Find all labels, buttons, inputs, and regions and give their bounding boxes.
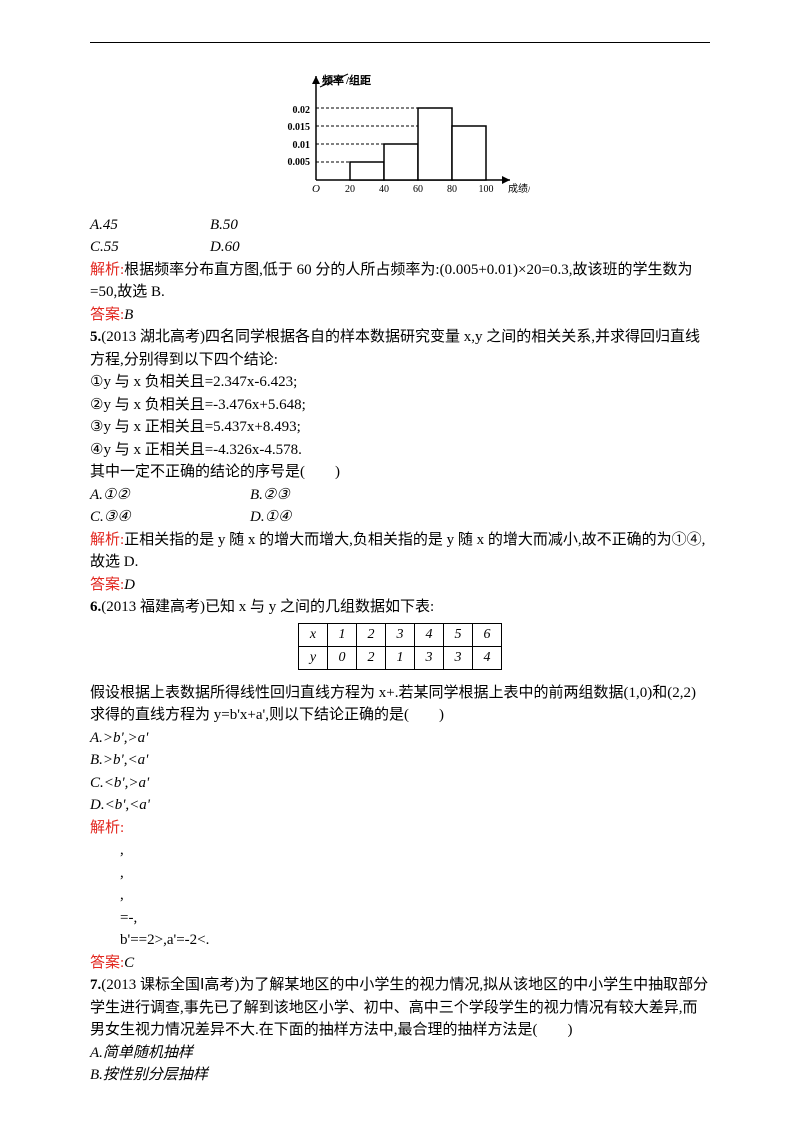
svg-text:0.02: 0.02 — [293, 105, 311, 116]
option-a: A.45 — [90, 214, 210, 237]
option-b: B.按性别分层抽样 — [90, 1064, 710, 1087]
q4-options-row2: C.55 D.60 — [90, 236, 710, 259]
answer-label: 答案: — [90, 307, 124, 323]
q6-para: 假设根据上表数据所得线性回归直线方程为 x+.若某同学根据上表中的前两组数据(1… — [90, 682, 710, 727]
option-c: C.③④ — [90, 506, 250, 529]
svg-text:40: 40 — [379, 184, 389, 195]
q5-l3: ③y 与 x 正相关且=5.437x+8.493; — [90, 416, 710, 439]
answer-value: B — [124, 307, 133, 323]
q5-answer: 答案:D — [90, 574, 710, 597]
analysis-label: 解析: — [90, 262, 124, 278]
option-b: B.50 — [210, 214, 330, 237]
analysis-text: 根据频率分布直方图,低于 60 分的人所占频率为:(0.005+0.01)×20… — [90, 262, 692, 301]
option-b: B.②③ — [250, 484, 290, 507]
analysis-label: 解析: — [90, 817, 710, 840]
top-rule — [90, 42, 710, 43]
q4-analysis: 解析:根据频率分布直方图,低于 60 分的人所占频率为:(0.005+0.01)… — [90, 259, 710, 304]
option-a: A.>b',>a' — [90, 727, 710, 750]
option-c: C.55 — [90, 236, 210, 259]
svg-text:0.015: 0.015 — [288, 122, 311, 133]
answer-value: C — [124, 955, 134, 971]
option-c: C.<b',>a' — [90, 772, 710, 795]
q5-l2: ②y 与 x 负相关且=-3.476x+5.648; — [90, 394, 710, 417]
q5-options-row1: A.①② B.②③ — [90, 484, 710, 507]
q5-options-row2: C.③④ D.①④ — [90, 506, 710, 529]
q7-stem: 7.(2013 课标全国Ⅰ高考)为了解某地区的中小学生的视力情况,拟从该地区的中… — [90, 974, 710, 1042]
option-d: D.60 — [210, 236, 330, 259]
svg-text:100: 100 — [479, 184, 494, 195]
answer-label: 答案: — [90, 955, 124, 971]
svg-text:60: 60 — [413, 184, 423, 195]
svg-text:0.01: 0.01 — [293, 140, 311, 151]
option-d: D.①④ — [250, 506, 291, 529]
analysis-text: 正相关指的是 y 随 x 的增大而增大,负相关指的是 y 随 x 的增大而减小,… — [90, 532, 705, 571]
q6-step: b'==2>,a'=-2<. — [90, 929, 710, 952]
q5-analysis: 解析:正相关指的是 y 随 x 的增大而增大,负相关指的是 y 随 x 的增大而… — [90, 529, 710, 574]
q6-answer: 答案:C — [90, 952, 710, 975]
option-b: B.>b',<a' — [90, 749, 710, 772]
q6-step: =-, — [90, 907, 710, 930]
q5-stem: 5.(2013 湖北高考)四名同学根据各自的样本数据研究变量 x,y 之间的相关… — [90, 326, 710, 371]
q6-table: x 1 2 3 4 5 6 y 0 2 1 3 3 4 — [298, 623, 502, 670]
histogram-figure: 0.005 0.01 0.015 0.02 O 20 40 60 80 100 … — [90, 70, 710, 208]
answer-value: D — [124, 577, 135, 593]
q6-step: , — [90, 884, 710, 907]
svg-text:/组距: /组距 — [345, 73, 371, 87]
option-d: D.<b',<a' — [90, 794, 710, 817]
q5-l4: ④y 与 x 正相关且=-4.326x-4.578. — [90, 439, 710, 462]
table-row: x 1 2 3 4 5 6 — [299, 623, 502, 646]
option-a: A.简单随机抽样 — [90, 1042, 710, 1065]
table-row: y 0 2 1 3 3 4 — [299, 646, 502, 669]
analysis-label: 解析: — [90, 532, 124, 548]
option-a: A.①② — [90, 484, 250, 507]
answer-label: 答案: — [90, 577, 124, 593]
q4-answer: 答案:B — [90, 304, 710, 327]
page: 0.005 0.01 0.015 0.02 O 20 40 60 80 100 … — [0, 0, 800, 1132]
svg-text:20: 20 — [345, 184, 355, 195]
svg-text:成绩/分: 成绩/分 — [508, 182, 530, 195]
q6-step: , — [90, 862, 710, 885]
q6-stem: 6.(2013 福建高考)已知 x 与 y 之间的几组数据如下表: — [90, 596, 710, 619]
q4-options-row1: A.45 B.50 — [90, 214, 710, 237]
spacer — [90, 674, 710, 682]
svg-text:80: 80 — [447, 184, 457, 195]
svg-text:O: O — [312, 183, 320, 195]
histogram-svg: 0.005 0.01 0.015 0.02 O 20 40 60 80 100 … — [270, 70, 530, 200]
q5-ask: 其中一定不正确的结论的序号是( ) — [90, 461, 710, 484]
q5-l1: ①y 与 x 负相关且=2.347x-6.423; — [90, 371, 710, 394]
svg-text:0.005: 0.005 — [288, 157, 311, 168]
q6-step: , — [90, 839, 710, 862]
